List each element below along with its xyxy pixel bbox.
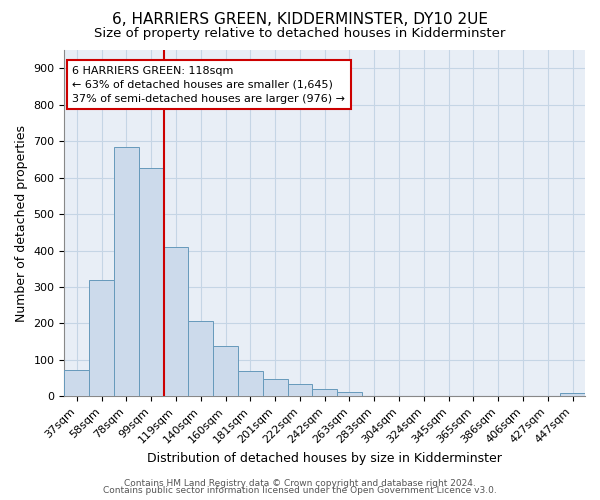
- Bar: [114, 146, 139, 396]
- Bar: [213, 346, 238, 397]
- Text: Size of property relative to detached houses in Kidderminster: Size of property relative to detached ho…: [94, 28, 506, 40]
- Bar: [238, 371, 263, 396]
- Bar: [337, 392, 362, 396]
- Bar: [139, 168, 164, 396]
- Text: Contains public sector information licensed under the Open Government Licence v3: Contains public sector information licen…: [103, 486, 497, 495]
- X-axis label: Distribution of detached houses by size in Kidderminster: Distribution of detached houses by size …: [147, 452, 502, 465]
- Text: Contains HM Land Registry data © Crown copyright and database right 2024.: Contains HM Land Registry data © Crown c…: [124, 478, 476, 488]
- Bar: [263, 379, 287, 396]
- Bar: [164, 247, 188, 396]
- Text: 6 HARRIERS GREEN: 118sqm
← 63% of detached houses are smaller (1,645)
37% of sem: 6 HARRIERS GREEN: 118sqm ← 63% of detach…: [72, 66, 345, 104]
- Bar: [89, 280, 114, 396]
- Bar: [313, 389, 337, 396]
- Bar: [188, 320, 213, 396]
- Y-axis label: Number of detached properties: Number of detached properties: [15, 124, 28, 322]
- Bar: [287, 384, 313, 396]
- Bar: [64, 370, 89, 396]
- Bar: [560, 394, 585, 396]
- Text: 6, HARRIERS GREEN, KIDDERMINSTER, DY10 2UE: 6, HARRIERS GREEN, KIDDERMINSTER, DY10 2…: [112, 12, 488, 28]
